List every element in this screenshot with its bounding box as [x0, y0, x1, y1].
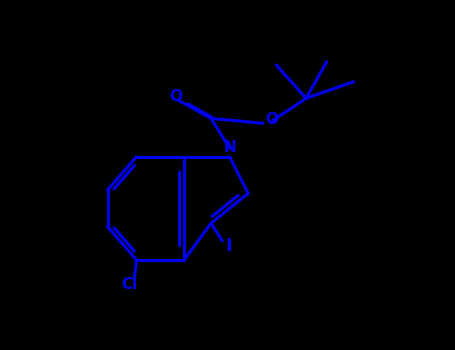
Text: I: I	[226, 237, 233, 255]
Text: Cl: Cl	[121, 277, 138, 292]
Text: O: O	[265, 112, 278, 127]
Text: N: N	[223, 140, 236, 155]
Text: O: O	[169, 89, 182, 104]
